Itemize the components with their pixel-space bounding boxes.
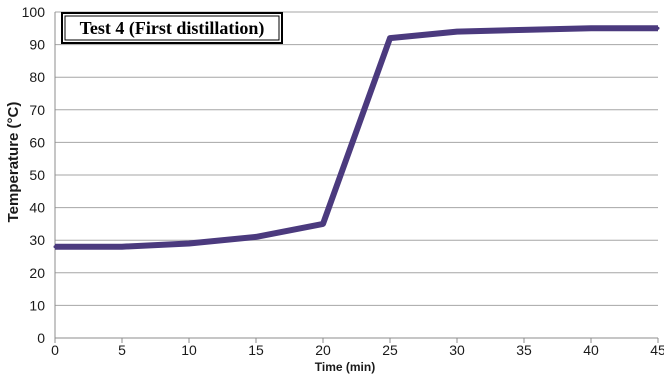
y-tick-label: 80 [29,69,45,85]
x-axis-title: Time (min) [315,360,375,374]
data-point [120,245,124,249]
y-tick-label: 50 [29,167,45,183]
chart-title-box: Test 4 (First distillation) [61,12,283,44]
x-tick-labels: 0 5 10 15 20 25 30 35 40 45 [51,342,664,358]
y-tick-label: 40 [29,200,45,216]
x-tick-label: 30 [449,342,465,358]
x-tick-label: 5 [118,342,126,358]
y-tick-label: 10 [29,297,45,313]
data-point [656,26,660,30]
y-tick-label: 100 [22,4,46,20]
series-line [55,25,658,250]
x-tick-label: 25 [382,342,398,358]
gridlines [55,11,658,306]
x-tick-label: 15 [248,342,264,358]
y-tick-label: 30 [29,232,45,248]
y-axis-title: Temperature (°C) [5,102,22,223]
y-tick-labels: 0 10 20 30 40 50 60 70 80 90 100 [22,4,46,346]
y-tick-label: 20 [29,265,45,281]
data-point [589,26,593,30]
y-tick-label: 90 [29,37,45,53]
data-point [388,36,392,40]
data-point [321,222,325,226]
x-tick-label: 20 [315,342,331,358]
data-point [53,245,57,249]
y-tick-label: 60 [29,134,45,150]
series-layer [53,25,660,250]
x-tick-label: 10 [181,342,197,358]
x-tick-label: 35 [516,342,532,358]
x-tick-label: 40 [583,342,599,358]
x-tick-label: 0 [51,342,59,358]
y-tick-label: 70 [29,102,45,118]
data-point [455,30,459,34]
data-point [187,242,191,245]
chart-title: Test 4 (First distillation) [80,18,265,39]
data-point [254,235,258,239]
y-tick-label: 0 [37,330,45,346]
axes [54,12,659,343]
x-tick-label: 45 [650,342,664,358]
data-point [522,28,526,32]
